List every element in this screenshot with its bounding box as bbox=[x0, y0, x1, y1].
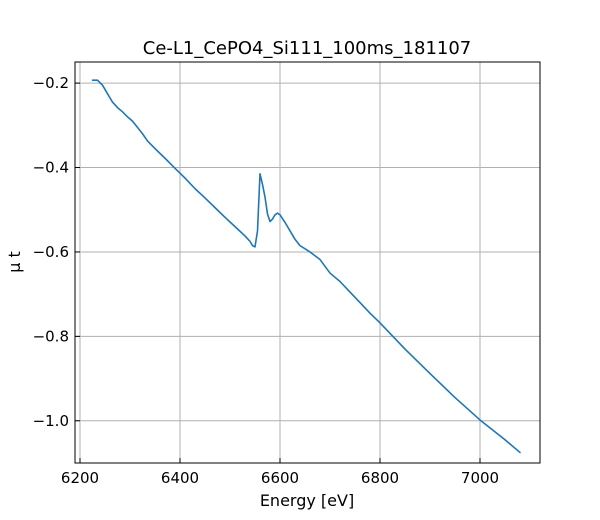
x-tick-label: 7000 bbox=[461, 469, 499, 487]
chart-title: Ce-L1_CePO4_Si111_100ms_181107 bbox=[143, 38, 472, 59]
x-tick-label: 6200 bbox=[61, 469, 99, 487]
y-tick-label: −1.0 bbox=[33, 412, 69, 430]
y-tick-label: −0.2 bbox=[33, 74, 69, 92]
y-tick-label: −0.4 bbox=[33, 159, 69, 177]
y-tick-label: −0.8 bbox=[33, 327, 69, 345]
x-tick-label: 6600 bbox=[261, 469, 299, 487]
gridlines bbox=[75, 62, 540, 463]
x-axis-label: Energy [eV] bbox=[260, 491, 354, 510]
series-line bbox=[91, 79, 521, 454]
y-tick-label: −0.6 bbox=[33, 243, 69, 261]
x-tick-label: 6400 bbox=[161, 469, 199, 487]
x-tick-label: 6800 bbox=[361, 469, 399, 487]
axis-ticks: 6200 6400 6600 6800 7000 −0.2 −0.4 −0.6 −0.8 −1.0 bbox=[33, 74, 500, 487]
y-axis-label: μ t bbox=[5, 251, 24, 273]
plot-frame bbox=[74, 61, 541, 464]
